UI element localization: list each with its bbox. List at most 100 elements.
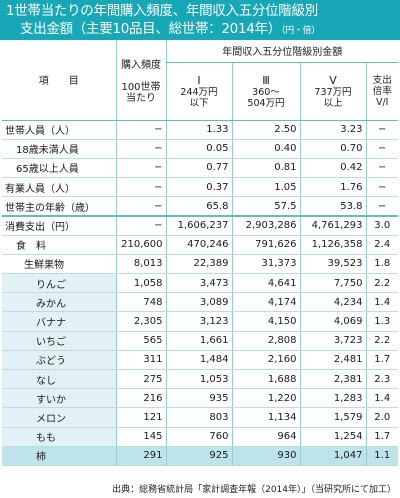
row-label: 有業人員（人） <box>2 177 116 198</box>
table-body: 世帯人員（人） −1.33 2.50 3.23−18歳未満人員 −0.05 0.40 0.7… <box>2 120 398 466</box>
header-freq-sub: 100世帯当たり <box>121 81 161 104</box>
cell-q1: 0.37 <box>165 177 232 198</box>
cell-q5: 1,126,358 <box>299 235 366 255</box>
cell-q3: 1,220 <box>231 388 300 409</box>
header-q5: Ⅴ 737万円以上 <box>299 62 366 121</box>
table-row: ぶどう 311 1,484 2,160 2,481 1.7 <box>2 350 398 370</box>
cell-q3: 2,808 <box>231 331 300 351</box>
cell-ratio: − <box>365 139 398 159</box>
table-row: みかん 748 3,089 4,174 4,234 1.4 <box>2 292 398 313</box>
row-label: 65歳以上人員 <box>2 158 116 179</box>
cell-ratio: − <box>365 177 398 198</box>
cell-q1: 803 <box>165 407 232 428</box>
cell-ratio: 2.2 <box>365 273 398 294</box>
cell-q3: 1,688 <box>231 369 300 390</box>
cell-q3: 4,150 <box>231 311 300 332</box>
row-label: なし <box>2 369 116 390</box>
cell-q5: 0.70 <box>299 139 366 159</box>
table-row: すいか 216 935 1,220 1,283 1.4 <box>2 388 398 409</box>
title-line-2: 支出金額（主要10品目、総世帯：2014年） <box>20 21 281 37</box>
row-label: 18歳未満人員 <box>2 139 116 159</box>
title-unit: （円・倍） <box>280 26 320 36</box>
cell-q3: 31,373 <box>231 254 300 275</box>
cell-freq: 210,600 <box>115 235 166 255</box>
header-freq: 購入頻度 100世帯当たり <box>115 40 166 121</box>
cell-q5: 4,069 <box>299 311 366 332</box>
table-row: 食 料 210,600 470,246 791,626 1,126,358 2.4 <box>2 235 398 255</box>
cell-q1: 65.8 <box>165 196 232 217</box>
cell-q5: 3,723 <box>299 331 366 351</box>
cell-freq: 275 <box>115 369 166 390</box>
cell-q5: 4,761,293 <box>299 214 366 236</box>
row-label: みかん <box>2 292 116 313</box>
cell-freq: 2,305 <box>115 311 166 332</box>
row-label: 世帯主の年齢（歳） <box>2 196 116 217</box>
table-row: 世帯人員（人） −1.33 2.50 3.23− <box>2 120 398 140</box>
cell-q1: 470,246 <box>165 235 232 255</box>
row-label: りんご <box>2 273 116 294</box>
cell-freq: 145 <box>115 427 166 447</box>
table-row: 有業人員（人） −0.37 1.05 1.76− <box>2 177 398 198</box>
title-line-1: 1世帯当たりの年間購入頻度、年間収入五分位階級別 <box>6 3 318 19</box>
table-row: 生鮮果物 8,013 22,389 31,373 39,523 1.8 <box>2 254 398 275</box>
cell-q5: 1,047 <box>299 446 366 466</box>
cell-q5: 39,523 <box>299 254 366 275</box>
table-row: なし 275 1,053 1,688 2,381 2.3 <box>2 369 398 390</box>
cell-ratio: 1.4 <box>365 292 398 313</box>
cell-q3: 791,626 <box>231 235 300 255</box>
header-q3: Ⅲ 360～504万円 <box>231 62 300 121</box>
cell-q5: 7,750 <box>299 273 366 294</box>
cell-q3: 0.40 <box>231 139 300 159</box>
cell-q1: 3,473 <box>165 273 232 294</box>
table-row: いちご 565 1,661 2,808 3,723 2.2 <box>2 331 398 351</box>
cell-freq: 216 <box>115 388 166 409</box>
table-row: 消費支出（円） −1,606,237 2,903,286 4,761,293 3.0 <box>2 214 398 236</box>
header-q1: Ⅰ 244万円以下 <box>165 62 232 121</box>
cell-q3: 964 <box>231 427 300 447</box>
table-row: バナナ 2,305 3,123 4,150 4,069 1.3 <box>2 311 398 332</box>
cell-q5: 1,283 <box>299 388 366 409</box>
row-label: バナナ <box>2 311 116 332</box>
cell-q3: 1,134 <box>231 407 300 428</box>
cell-freq: 565 <box>115 331 166 351</box>
cell-q5: 1,254 <box>299 427 366 447</box>
cell-ratio: − <box>365 196 398 217</box>
cell-q1: 22,389 <box>165 254 232 275</box>
cell-freq: − <box>115 158 166 179</box>
cell-q5: 2,481 <box>299 350 366 370</box>
table-row: 65歳以上人員 −0.77 0.81 0.42− <box>2 158 398 179</box>
cell-ratio: 2.3 <box>365 369 398 390</box>
row-label: 食 料 <box>2 235 116 255</box>
table-row: メロン 121 803 1,134 1,579 2.0 <box>2 407 398 428</box>
cell-q1: 1,053 <box>165 369 232 390</box>
cell-ratio: 1.8 <box>365 254 398 275</box>
row-label: ぶどう <box>2 350 116 370</box>
cell-q1: 0.77 <box>165 158 232 179</box>
row-label: 生鮮果物 <box>2 254 116 275</box>
header-row-2: Ⅰ 244万円以下 Ⅲ 360～504万円 Ⅴ 737万円以上 支出倍率 Ⅴ/Ⅰ <box>2 62 398 121</box>
cell-ratio: − <box>365 158 398 179</box>
data-table: 項 目 購入頻度 100世帯当たり 年間収入五分位階級別金額 Ⅰ 244万円以下 … <box>2 40 398 466</box>
cell-freq: 8,013 <box>115 254 166 275</box>
table-row: 世帯主の年齢（歳） −65.8 57.5 53.8− <box>2 196 398 217</box>
row-label: いちご <box>2 331 116 351</box>
header-group: 年間収入五分位階級別金額 <box>165 40 398 63</box>
cell-q1: 1,484 <box>165 350 232 370</box>
cell-ratio: 1.4 <box>365 388 398 409</box>
table-row: りんご 1,058 3,473 4,641 7,750 2.2 <box>2 273 398 294</box>
cell-freq: − <box>115 196 166 217</box>
table-title: 1世帯当たりの年間購入頻度、年間収入五分位階級別 支出金額（主要10品目、総世帯… <box>0 0 400 40</box>
source-note: 出典：総務省統計局「家計調査年報（2014年）」（当研究所にて加工） <box>112 485 396 495</box>
cell-q1: 935 <box>165 388 232 409</box>
cell-freq: 1,058 <box>115 273 166 294</box>
row-label: 柿 <box>2 446 116 466</box>
cell-q5: 0.42 <box>299 158 366 179</box>
cell-q1: 0.05 <box>165 139 232 159</box>
cell-ratio: 1.7 <box>365 427 398 447</box>
cell-ratio: 3.0 <box>365 214 398 236</box>
cell-ratio: 2.4 <box>365 235 398 255</box>
cell-q3: 4,641 <box>231 273 300 294</box>
cell-freq: 311 <box>115 350 166 370</box>
row-label: メロン <box>2 407 116 428</box>
cell-q1: 3,123 <box>165 311 232 332</box>
